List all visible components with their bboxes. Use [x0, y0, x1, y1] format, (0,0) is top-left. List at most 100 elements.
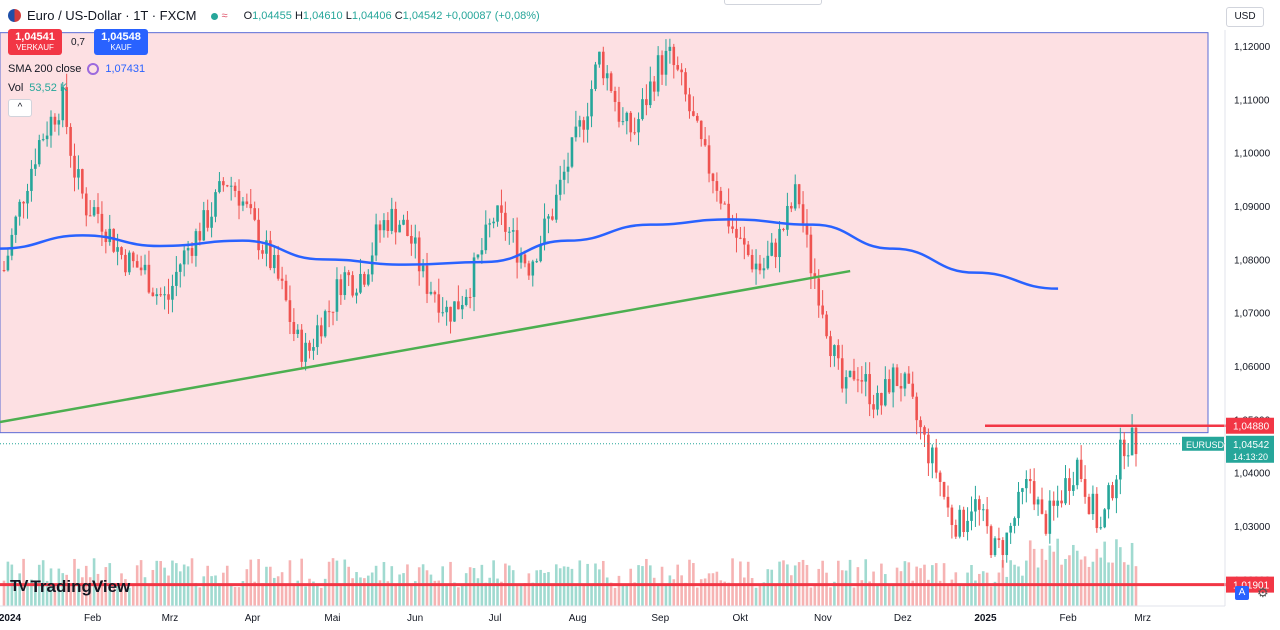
auto-scale-button[interactable]: A [1235, 586, 1249, 600]
volume-bar [703, 578, 707, 606]
volume-bar [511, 570, 515, 606]
volume-bar [92, 558, 96, 606]
volume-bar [915, 566, 918, 606]
toolbar-handle[interactable] [724, 0, 822, 5]
price-tick-label: 1,07000 [1234, 309, 1271, 320]
buy-button[interactable]: 1,04548 KAUF [94, 29, 148, 55]
candle-body [621, 121, 625, 123]
currency-button[interactable]: USD [1226, 7, 1264, 27]
candle-body [519, 254, 523, 263]
volume-bar [233, 587, 237, 606]
candle-body [143, 264, 147, 271]
volume-bar [1056, 538, 1059, 606]
candle-body [6, 255, 10, 271]
trade-panel: 1,04541 VERKAUF 0,7 1,04548 KAUF [8, 29, 148, 55]
candle-body [656, 55, 660, 92]
candle-body [429, 291, 433, 294]
sma-settings-icon[interactable] [87, 63, 100, 75]
candle-body [1091, 493, 1095, 515]
market-status[interactable]: ≈ [210, 10, 228, 22]
volume-bar [840, 570, 844, 606]
volume-bar [343, 559, 347, 606]
highlight-zone [0, 32, 1209, 434]
candle-body [923, 427, 926, 435]
volume-bar [472, 568, 476, 606]
candle-body [45, 135, 49, 140]
volume-bar [308, 578, 311, 606]
tradingview-logo[interactable]: TV TradingView [10, 577, 130, 597]
candle-body [699, 120, 703, 140]
candle-body [680, 69, 683, 73]
candle-body [880, 392, 883, 406]
candle-body [668, 46, 672, 51]
candle-body [229, 185, 233, 187]
indicator-sma[interactable]: SMA 200 close 1,07431 [8, 63, 145, 75]
candle-body [696, 115, 699, 121]
candle-body [480, 250, 484, 255]
volume-bar [750, 578, 754, 606]
collapse-indicators-button[interactable]: ^ [8, 99, 32, 117]
candle-body [801, 204, 805, 224]
volume-bar [891, 583, 895, 606]
candle-body [1052, 500, 1056, 506]
candle-body [500, 205, 503, 213]
candle-body [543, 218, 546, 244]
candle-body [245, 201, 249, 205]
time-tick-label: Sep [651, 613, 669, 624]
candle-body [523, 254, 527, 264]
volume-bar [790, 575, 793, 606]
candle-body [417, 237, 421, 272]
symbol-title[interactable]: Euro / US-Dollar · 1T · FXCM [27, 8, 197, 23]
candle-body [225, 185, 229, 187]
price-axis[interactable]: 1,12000 1,11000 1,10000 1,09000 1,08000 1,070… [1224, 30, 1271, 606]
volume-bar [488, 577, 492, 606]
volume-bar [429, 574, 433, 606]
candle-body [249, 204, 253, 209]
candle-body [34, 164, 37, 169]
candle-body [1072, 485, 1075, 491]
candle-body [676, 65, 680, 70]
volume-bar [872, 571, 875, 606]
indicator-volume[interactable]: Vol 53,52 K [8, 82, 67, 94]
volume-bar [672, 579, 676, 606]
candle-body [848, 370, 852, 378]
candle-body [139, 267, 143, 271]
candle-body [108, 228, 112, 243]
volume-bar [766, 569, 770, 606]
candle-body [664, 50, 668, 75]
candle-body [65, 87, 68, 127]
candle-body [782, 228, 785, 230]
horizontal-levels[interactable] [0, 424, 1226, 587]
candle-body [633, 132, 636, 134]
candle-body [637, 119, 640, 133]
candle-body [974, 499, 977, 512]
sell-button[interactable]: 1,04541 VERKAUF [8, 29, 62, 55]
time-tick-label: Jun [407, 613, 423, 624]
candle-body [88, 215, 92, 217]
volume-bar [680, 575, 683, 606]
candle-body [762, 268, 766, 271]
candle-body [594, 64, 597, 89]
volume-bar [652, 577, 656, 606]
volume-bar [81, 577, 84, 606]
volume-bar [355, 572, 358, 606]
candle-body [735, 228, 738, 238]
candle-body [825, 314, 828, 337]
gear-icon[interactable]: ⚙ [1257, 585, 1269, 600]
time-axis[interactable]: 2024 Feb Mrz Apr Mai Jun Jul Aug Sep Okt Nov Dez 202… [0, 605, 1225, 624]
candle-body [316, 325, 319, 348]
candle-body [829, 336, 832, 357]
time-tick-label: Mai [324, 613, 340, 624]
last-price-tag [1226, 435, 1274, 463]
candle-body [265, 240, 268, 254]
candle-body [817, 278, 821, 306]
volume-bar [825, 572, 828, 606]
volume-bar [1083, 556, 1087, 606]
candle-body [993, 538, 997, 556]
volume-bar [868, 581, 871, 606]
volume-bar [1036, 567, 1040, 606]
candle-body [754, 263, 758, 270]
candle-body [1021, 488, 1024, 492]
volume-bar [167, 575, 170, 606]
